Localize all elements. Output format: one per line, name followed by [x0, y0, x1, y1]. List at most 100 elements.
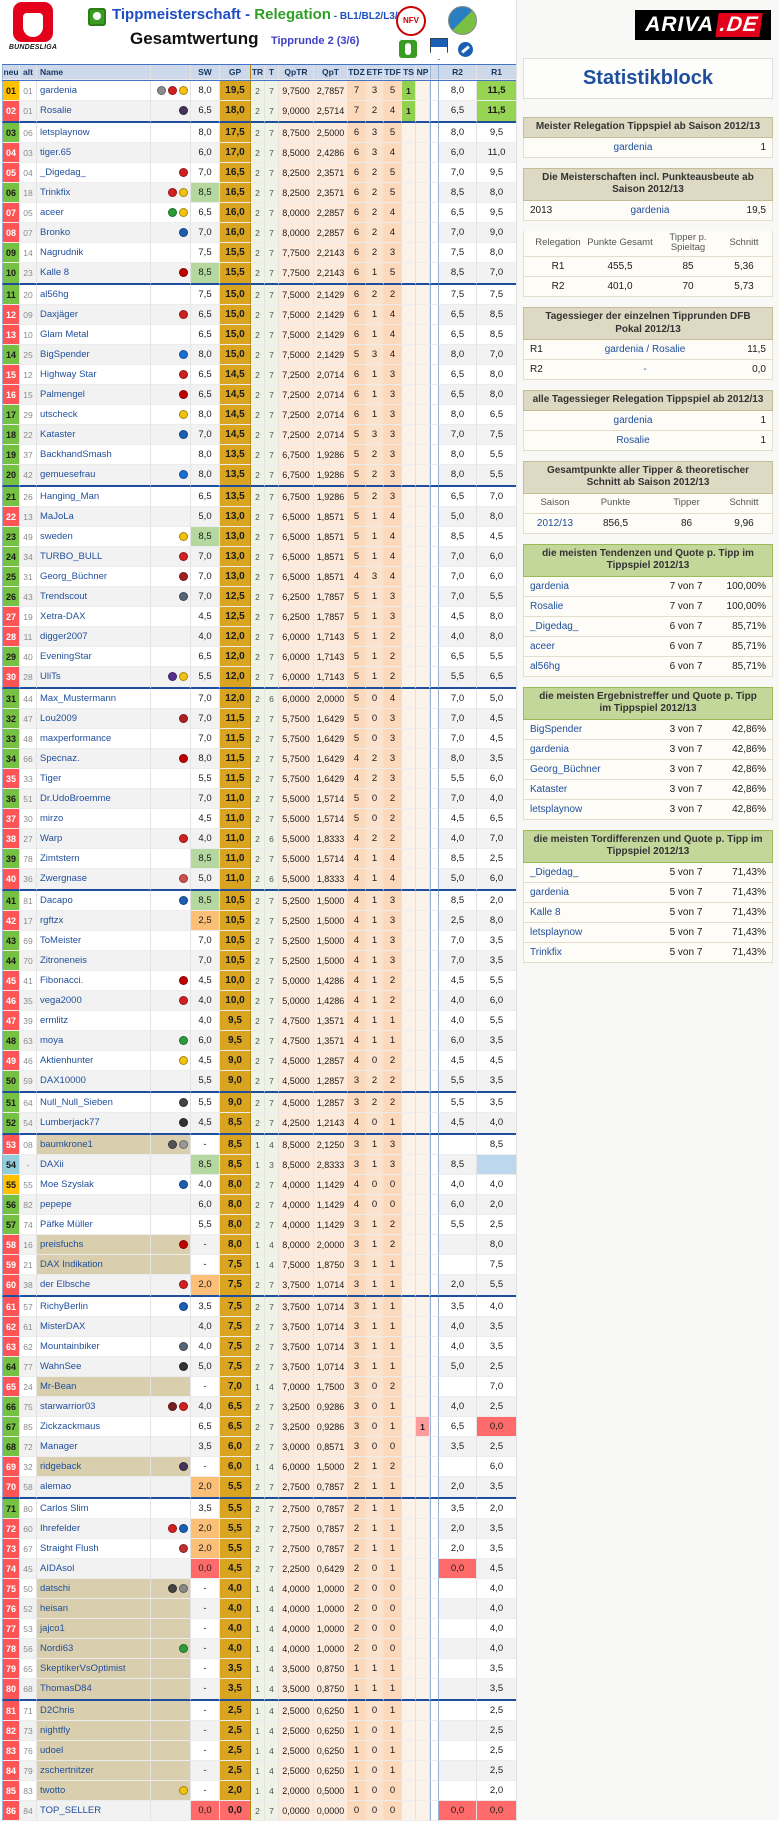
player-name-link[interactable]: Highway Star — [40, 369, 97, 380]
player-name-link[interactable]: al56hg — [40, 289, 69, 300]
player-name-link[interactable]: Georg_Büchner — [530, 763, 601, 775]
player-name-link[interactable]: MaJoLa — [40, 511, 74, 522]
player-name-link[interactable]: TURBO_BULL — [40, 551, 103, 562]
player-name-link[interactable]: pepepe — [40, 1199, 72, 1210]
player-name-link[interactable]: Fibonacci. — [40, 975, 84, 986]
player-name-link[interactable]: heisan — [40, 1603, 68, 1614]
player-name-link[interactable]: gardenia — [40, 85, 77, 96]
player-name-link[interactable]: rgftzx — [40, 915, 64, 926]
player-name-link[interactable]: der Elbsche — [40, 1279, 91, 1290]
player-name-link[interactable]: Warp — [40, 833, 63, 844]
player-name-link[interactable]: letsplaynow — [530, 803, 583, 815]
player-name-link[interactable]: BackhandSmash — [40, 449, 112, 460]
player-name-link[interactable]: starwarrior03 — [40, 1401, 96, 1412]
player-name-link[interactable]: Hanging_Man — [40, 491, 100, 502]
player-name-link[interactable]: Zickzackmaus — [40, 1421, 101, 1432]
player-name-link[interactable]: - — [643, 364, 647, 376]
player-name-link[interactable]: DAX Indikation — [40, 1259, 103, 1270]
player-name-link[interactable]: twotto — [40, 1785, 66, 1796]
player-name-link[interactable]: moya — [40, 1035, 64, 1046]
player-name-link[interactable]: gardenia / Rosalie — [604, 344, 686, 356]
player-name-link[interactable]: EveningStar — [40, 651, 92, 662]
player-name-link[interactable]: UliTs — [40, 671, 61, 682]
player-name-link[interactable]: Päfke Müller — [40, 1219, 93, 1230]
player-name-link[interactable]: alemao — [40, 1481, 72, 1492]
player-name-link[interactable]: Aktienhunter — [40, 1055, 94, 1066]
player-name-link[interactable]: Nagrudnik — [40, 247, 84, 258]
player-name-link[interactable]: letsplaynow — [530, 926, 583, 938]
player-name-link[interactable]: Kalle 8 — [40, 267, 70, 278]
player-name-link[interactable]: Dr.UdoBroemme — [40, 793, 111, 804]
player-name-link[interactable]: BigSpender — [40, 349, 90, 360]
player-name-link[interactable]: gardenia — [613, 141, 653, 153]
player-name-link[interactable]: al56hg — [530, 660, 561, 672]
player-name-link[interactable]: zschertnitzer — [40, 1765, 94, 1776]
player-name-link[interactable]: Lou2009 — [40, 713, 77, 724]
player-name-link[interactable]: udoel — [40, 1745, 64, 1756]
player-name-link[interactable]: Max_Mustermann — [40, 693, 117, 704]
player-name-link[interactable]: aceer — [40, 207, 64, 218]
player-name-link[interactable]: gardenia — [530, 580, 569, 592]
player-name-link[interactable]: tiger.65 — [40, 147, 72, 158]
player-name-link[interactable]: Glam Metal — [40, 329, 89, 340]
player-name-link[interactable]: Carlos Slim — [40, 1503, 89, 1514]
player-name-link[interactable]: nightfly — [40, 1725, 71, 1736]
player-name-link[interactable]: Tiger — [40, 773, 62, 784]
player-name-link[interactable]: aceer — [530, 640, 556, 652]
player-name-link[interactable]: digger2007 — [40, 631, 88, 642]
player-name-link[interactable]: Ihrefelder — [40, 1523, 81, 1534]
player-name-link[interactable]: Trinkfix — [40, 187, 71, 198]
player-name-link[interactable]: gemuesefrau — [40, 469, 96, 480]
player-name-link[interactable]: Rosalie — [40, 105, 72, 116]
player-name-link[interactable]: Kataster — [530, 783, 568, 795]
player-name-link[interactable]: Xetra-DAX — [40, 611, 86, 622]
player-name-link[interactable]: SkeptikerVsOptimist — [40, 1663, 126, 1674]
player-name-link[interactable]: Zwergnase — [40, 873, 87, 884]
player-name-link[interactable]: jajco1 — [40, 1623, 65, 1634]
player-name-link[interactable]: MisterDAX — [40, 1321, 86, 1332]
player-name-link[interactable]: mirzo — [40, 813, 64, 824]
player-name-link[interactable]: Daxjäger — [40, 309, 79, 320]
player-name-link[interactable]: ermlitz — [40, 1015, 68, 1026]
player-name-link[interactable]: Mr-Bean — [40, 1381, 77, 1392]
player-name-link[interactable]: baumkrone1 — [40, 1139, 93, 1150]
player-name-link[interactable]: Straight Flush — [40, 1543, 99, 1554]
player-name-link[interactable]: Trinkfix — [530, 946, 562, 958]
player-name-link[interactable]: Dacapo — [40, 895, 73, 906]
player-name-link[interactable]: Moe Szyslak — [40, 1179, 94, 1190]
player-name-link[interactable]: TOP_SELLER — [40, 1805, 102, 1816]
player-name-link[interactable]: Palmengel — [40, 389, 85, 400]
player-name-link[interactable]: Trendscout — [40, 591, 88, 602]
player-name-link[interactable]: _Digedag_ — [530, 866, 579, 878]
player-name-link[interactable]: AIDAsol — [40, 1563, 75, 1574]
player-name-link[interactable]: vega2000 — [40, 995, 82, 1006]
player-name-link[interactable]: preisfuchs — [40, 1239, 84, 1250]
player-name-link[interactable]: sweden — [40, 531, 73, 542]
player-name-link[interactable]: 2012/13 — [536, 517, 574, 529]
player-name-link[interactable]: Rosalie — [616, 434, 650, 446]
player-name-link[interactable]: WahnSee — [40, 1361, 82, 1372]
player-name-link[interactable]: Bronko — [40, 227, 71, 238]
player-name-link[interactable]: BigSpender — [530, 723, 583, 735]
player-name-link[interactable]: _Digedag_ — [530, 620, 579, 632]
player-name-link[interactable]: utscheck — [40, 409, 78, 420]
player-name-link[interactable]: gardenia — [530, 886, 569, 898]
player-name-link[interactable]: datschi — [40, 1583, 71, 1594]
player-name-link[interactable]: gardenia — [613, 414, 653, 426]
player-name-link[interactable]: gardenia — [630, 204, 670, 216]
player-name-link[interactable]: maxperformance — [40, 733, 112, 744]
ariva-logo[interactable]: ARIVA .DE — [635, 10, 771, 40]
player-name-link[interactable]: Zimtstern — [40, 853, 80, 864]
player-name-link[interactable]: gardenia — [530, 743, 569, 755]
player-name-link[interactable]: D2Chris — [40, 1705, 75, 1716]
player-name-link[interactable]: Lumberjack77 — [40, 1117, 100, 1128]
player-name-link[interactable]: Kataster — [40, 429, 76, 440]
player-name-link[interactable]: ThomasD84 — [40, 1683, 92, 1694]
player-name-link[interactable]: Mountainbiker — [40, 1341, 100, 1352]
player-name-link[interactable]: DAXii — [40, 1159, 64, 1170]
player-name-link[interactable]: Specnaz. — [40, 753, 80, 764]
player-name-link[interactable]: DAX10000 — [40, 1075, 86, 1086]
player-name-link[interactable]: Kalle 8 — [530, 906, 561, 918]
player-name-link[interactable]: Nordi63 — [40, 1643, 74, 1654]
player-name-link[interactable]: Zitroneneis — [40, 955, 87, 966]
